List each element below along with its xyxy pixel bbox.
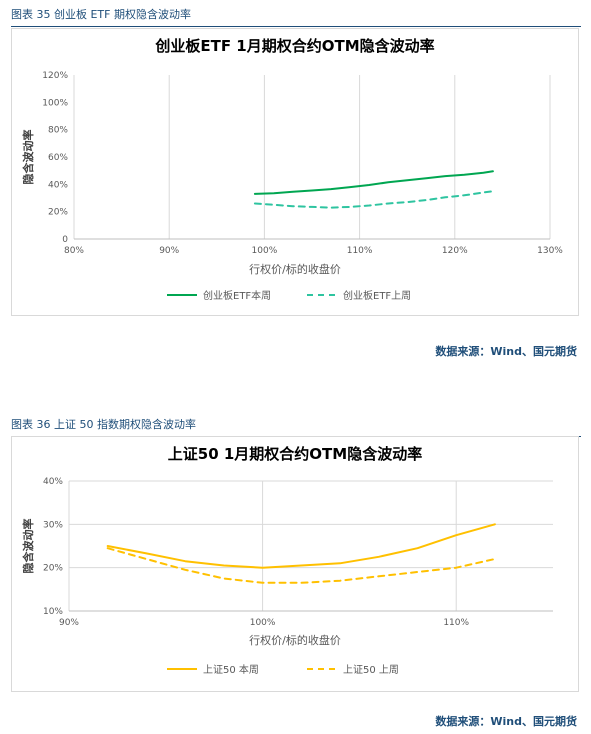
chart-title: 创业板ETF 1月期权合约OTM隐含波动率: [154, 37, 434, 55]
legend-label-1: 创业板ETF上周: [343, 289, 411, 302]
x-tick-label: 110%: [347, 246, 373, 256]
y-axis-label: 隐含波动率: [21, 519, 35, 574]
y-tick-label: 40%: [43, 477, 63, 487]
x-tick-label: 100%: [252, 246, 278, 256]
figure-1-source: 数据来源：Wind、国元期货: [435, 345, 577, 358]
y-tick-label: 100%: [42, 98, 68, 108]
series-line-1: [106, 547, 496, 584]
figure-2-source: 数据来源：Wind、国元期货: [435, 715, 577, 728]
x-tick-label: 90%: [159, 246, 179, 256]
x-tick-label: 100%: [250, 618, 276, 628]
figure-2-caption: 图表 36 上证 50 指数期权隐含波动率: [11, 416, 581, 437]
y-tick-label: 80%: [48, 126, 68, 136]
chart-2: 上证50 1月期权合约OTM隐含波动率 10% 20% 30% 40% 90% 100% 11…: [21, 445, 553, 676]
x-tick-label: 130%: [537, 246, 563, 256]
y-tick-label: 120%: [42, 71, 68, 81]
series-line-0: [253, 170, 494, 195]
chart-2-panel: 上证50 1月期权合约OTM隐含波动率 10% 20% 30% 40% 90% 100% 11…: [11, 436, 579, 692]
x-tick-label: 90%: [59, 618, 79, 628]
legend-label-1: 上证50 上周: [343, 664, 399, 676]
series-line-1: [253, 190, 494, 209]
y-tick-label: 30%: [43, 520, 63, 530]
y-tick-label: 20%: [48, 208, 68, 218]
chart-1-panel: 创业板ETF 1月期权合约OTM隐含波动率 0 20% 40% 60% 80% 100% 12…: [11, 28, 579, 316]
x-axis-label: 行权价/标的收盘价: [249, 262, 341, 276]
series-line-0: [106, 523, 496, 569]
x-tick-label: 110%: [443, 618, 469, 628]
y-tick-label: 0: [62, 235, 68, 245]
x-axis-label: 行权价/标的收盘价: [249, 633, 341, 647]
y-axis-label: 隐含波动率: [21, 130, 35, 185]
x-tick-label: 120%: [442, 246, 468, 256]
x-tick-label: 80%: [64, 246, 84, 256]
chart-1: 创业板ETF 1月期权合约OTM隐含波动率 0 20% 40% 60% 80% 100% 12…: [21, 37, 563, 302]
legend-label-0: 创业板ETF本周: [203, 289, 271, 302]
legend-label-0: 上证50 本周: [203, 663, 259, 676]
y-tick-label: 10%: [43, 607, 63, 617]
y-tick-label: 40%: [48, 180, 68, 190]
y-tick-label: 60%: [48, 153, 68, 163]
y-tick-label: 20%: [43, 564, 63, 574]
figure-1-caption: 图表 35 创业板 ETF 期权隐含波动率: [11, 6, 581, 27]
chart-title: 上证50 1月期权合约OTM隐含波动率: [168, 445, 422, 463]
